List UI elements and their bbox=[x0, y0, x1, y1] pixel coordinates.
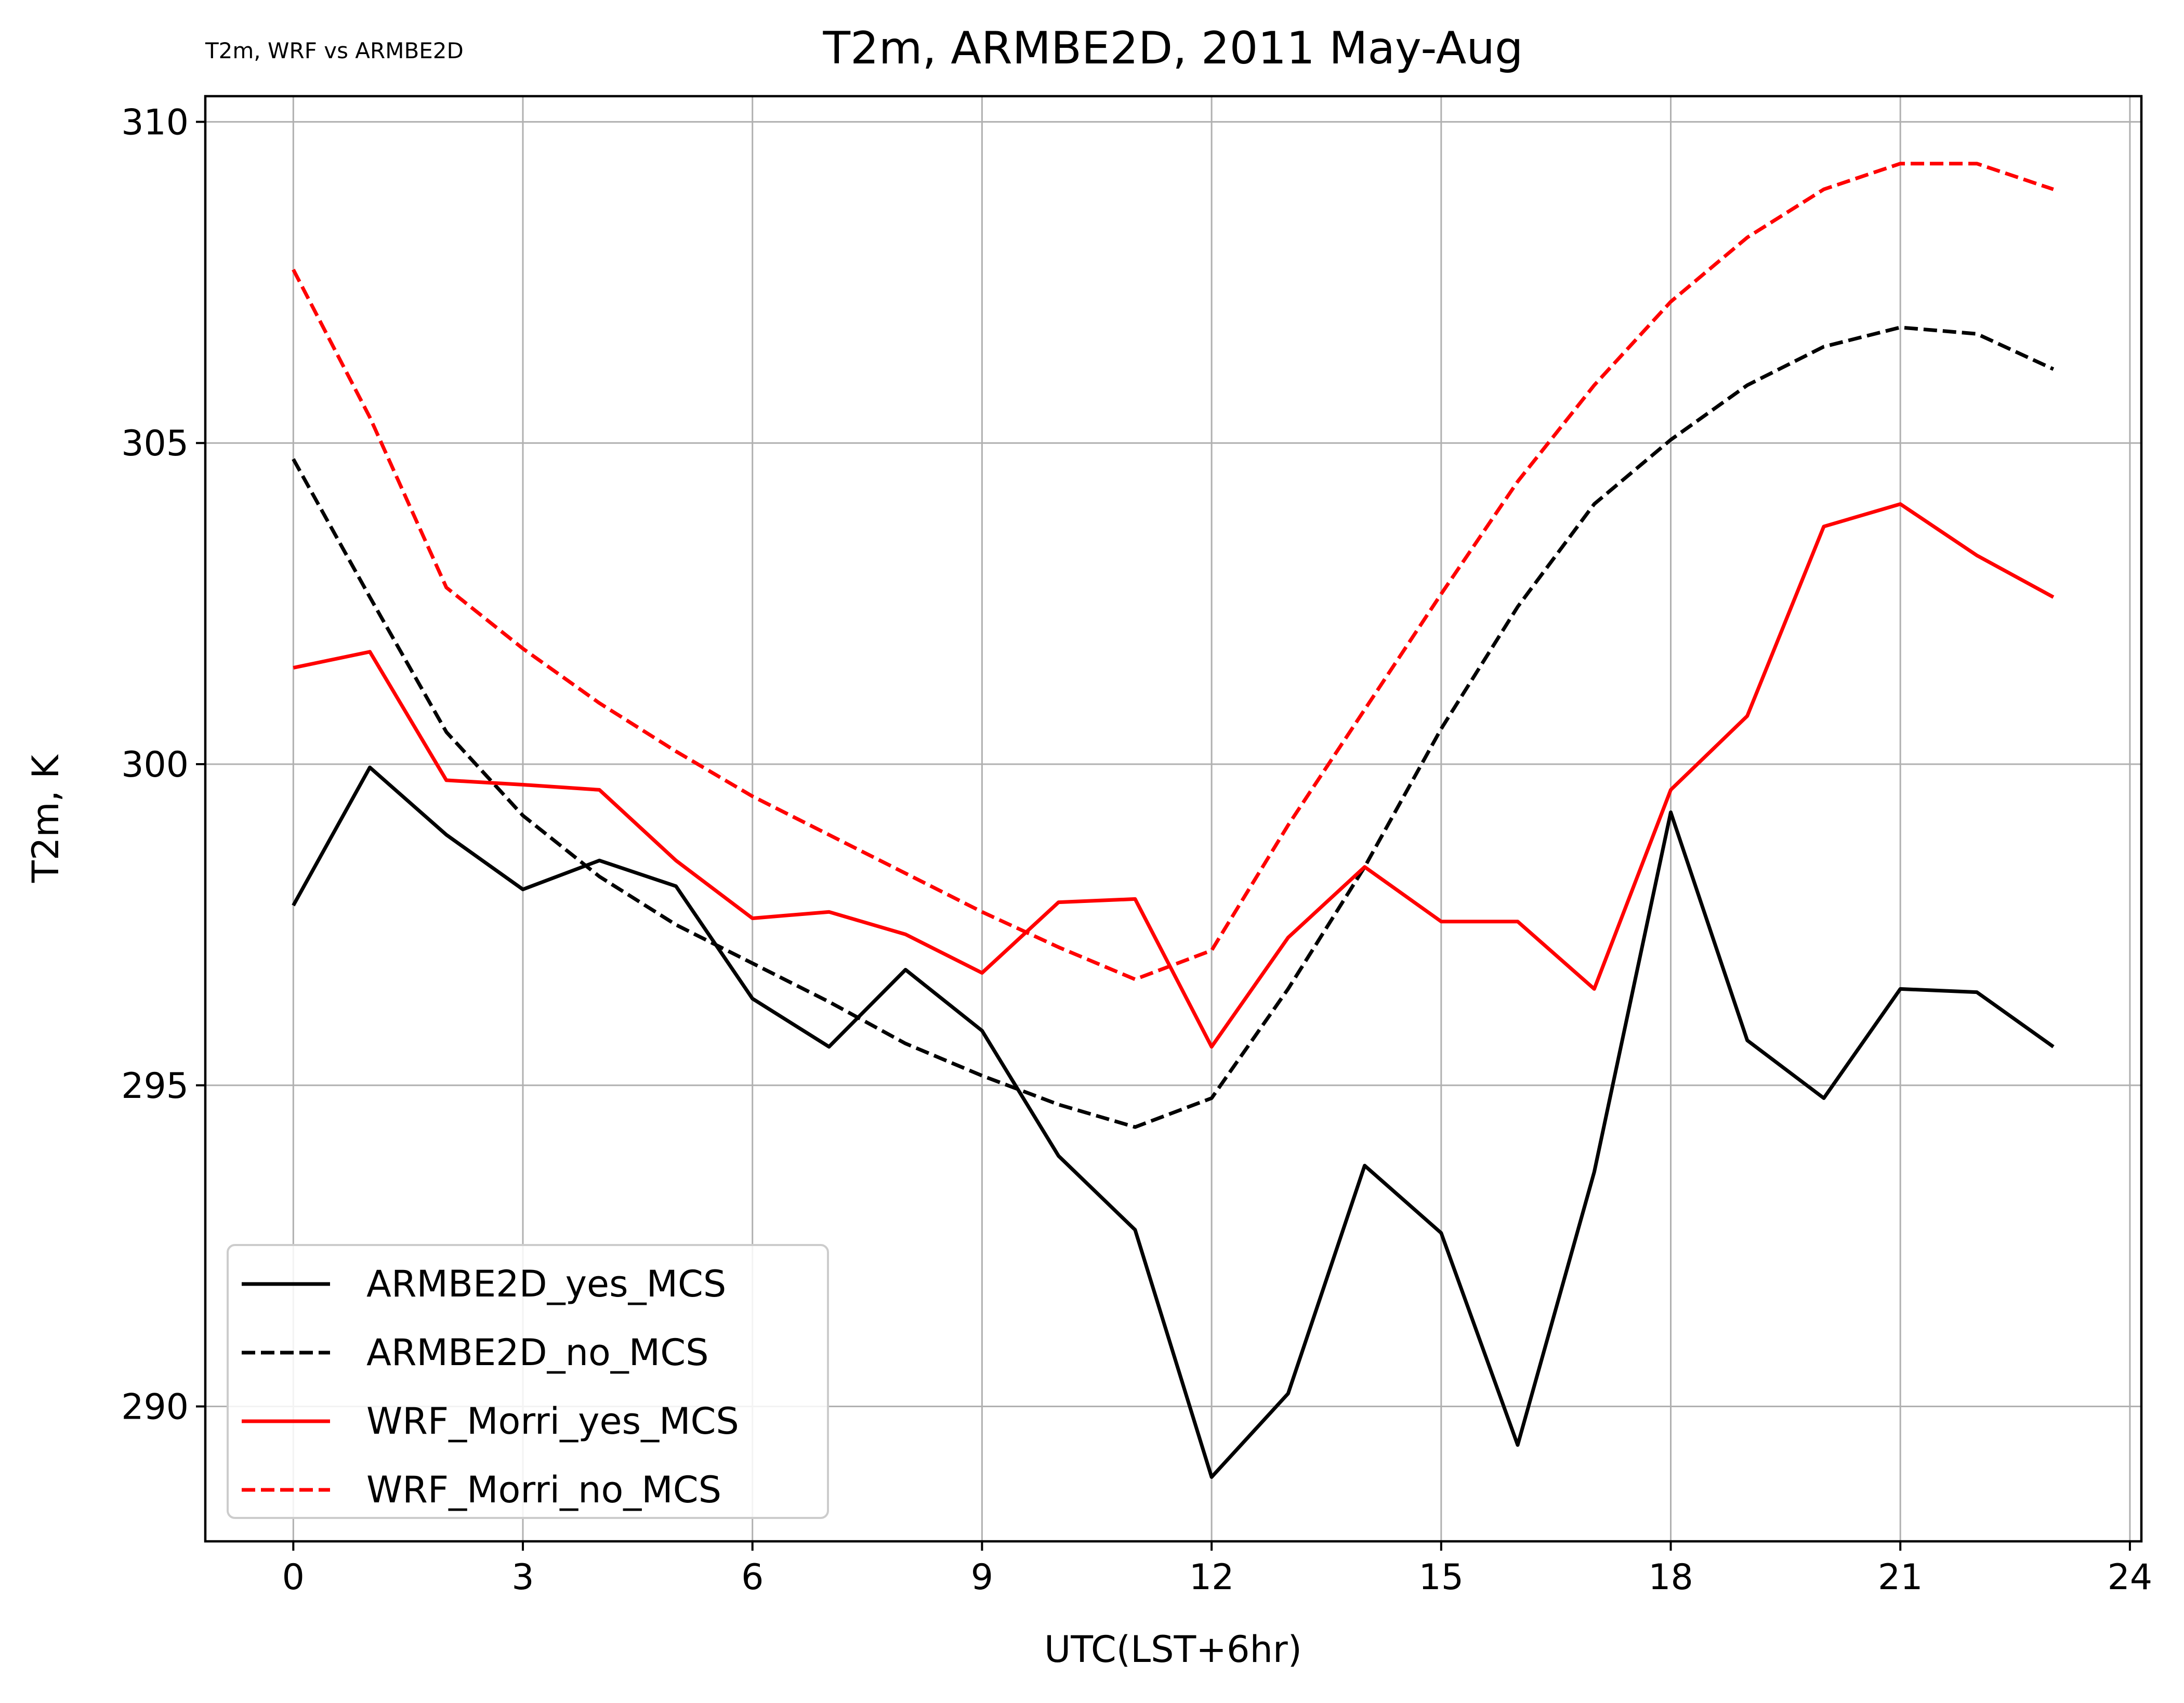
plot-frame bbox=[204, 95, 2143, 1543]
x-tick-label: 3 bbox=[511, 1557, 534, 1598]
chart-title: T2m, ARMBE2D, 2011 May-Aug bbox=[823, 22, 1523, 74]
grid-layer bbox=[205, 96, 2141, 1541]
y-tick-label: 300 bbox=[121, 744, 189, 785]
series-line-wrf-morri-yes-mcs bbox=[293, 502, 2055, 1049]
series-line-wrf-morri-no-mcs bbox=[292, 162, 2054, 981]
x-axis-label: UTC(LST+6hr) bbox=[1044, 1628, 1302, 1671]
series-layer bbox=[292, 162, 2055, 1479]
y-tick-label: 305 bbox=[121, 423, 189, 464]
legend-label: ARMBE2D_yes_MCS bbox=[366, 1263, 726, 1305]
x-tick-label: 12 bbox=[1189, 1557, 1234, 1598]
legend-label: ARMBE2D_no_MCS bbox=[366, 1331, 709, 1374]
y-tick-label: 295 bbox=[121, 1066, 189, 1107]
tick-layer: 0 3 6 9 12 15 18 21 24 290 295 300 305 310 bbox=[121, 102, 2152, 1598]
x-tick-label: 6 bbox=[741, 1557, 764, 1598]
y-axis-label: T2m, K bbox=[24, 754, 67, 883]
legend-label: WRF_Morri_no_MCS bbox=[366, 1469, 721, 1511]
y-tick-label: 290 bbox=[121, 1387, 189, 1428]
series-line-armbe2d-no-mcs bbox=[292, 325, 2055, 1129]
legend-box bbox=[227, 1244, 829, 1519]
x-tick-label: 9 bbox=[971, 1557, 993, 1598]
x-tick-label: 24 bbox=[2108, 1557, 2153, 1598]
legend: ARMBE2D_yes_MCS ARMBE2D_no_MCS WRF_Morri_y… bbox=[227, 1244, 829, 1519]
corner-note: T2m, WRF vs ARMBE2D bbox=[205, 38, 464, 63]
x-tick-label: 15 bbox=[1419, 1557, 1464, 1598]
legend-label: WRF_Morri_yes_MCS bbox=[366, 1400, 739, 1443]
x-tick-label: 21 bbox=[1878, 1557, 1923, 1598]
x-tick-label: 0 bbox=[282, 1557, 305, 1598]
y-tick-label: 310 bbox=[121, 102, 189, 143]
x-tick-label: 18 bbox=[1648, 1557, 1693, 1598]
